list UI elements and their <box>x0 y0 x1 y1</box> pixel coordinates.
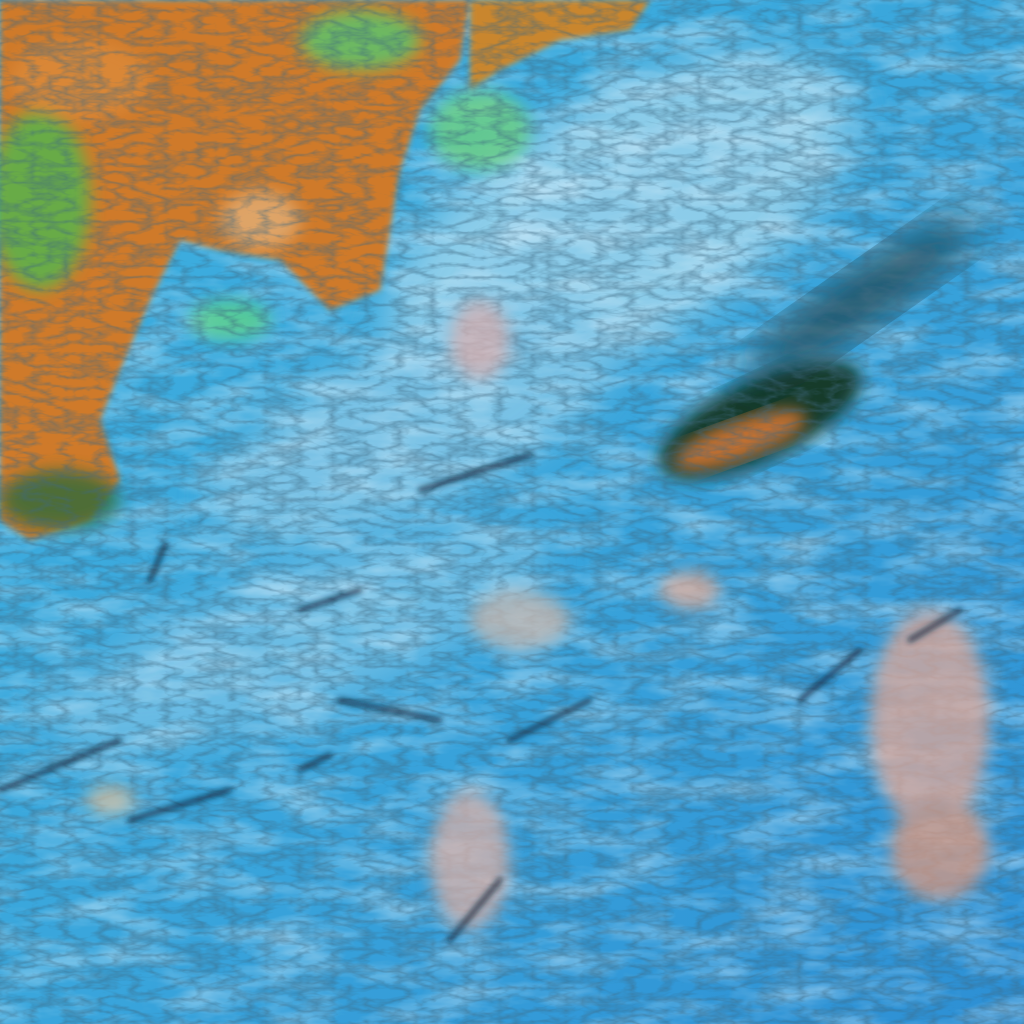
pink-clouds <box>85 300 990 930</box>
cloud-shadows <box>0 452 963 943</box>
